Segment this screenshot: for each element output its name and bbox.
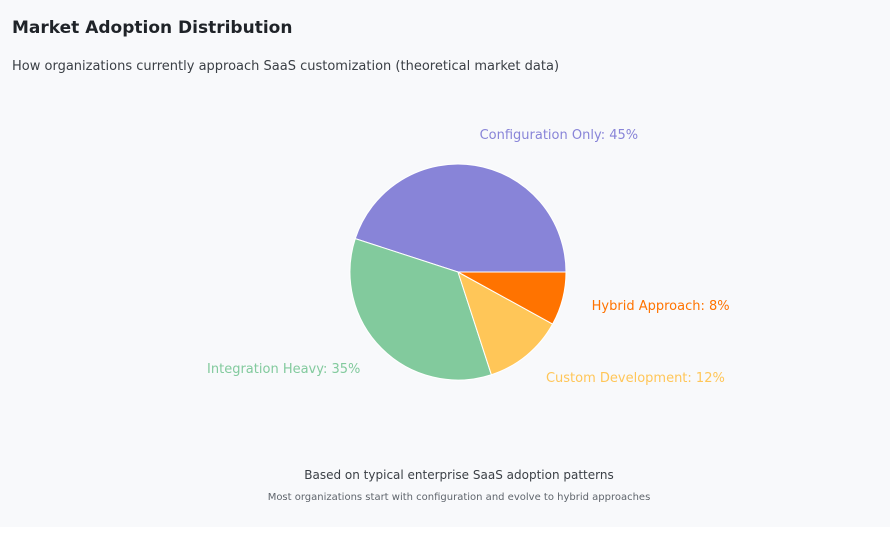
footer-note: Based on typical enterprise SaaS adoptio… xyxy=(304,468,614,482)
pie-slice-hybrid-approach[interactable] xyxy=(457,271,567,325)
pie-label-configuration-only: Configuration Only: 45% xyxy=(480,128,639,143)
pie-slice-custom-development[interactable] xyxy=(457,270,554,376)
pie-label-hybrid-approach: Hybrid Approach: 8% xyxy=(592,299,730,314)
chart-subtitle: How organizations currently approach Saa… xyxy=(12,59,560,74)
pie-slice-configuration-only[interactable] xyxy=(354,163,567,273)
pie-chart: Configuration Only: 45% Integration Heavy… xyxy=(207,128,730,386)
pie-label-integration-heavy: Integration Heavy: 35% xyxy=(207,362,360,377)
footer-subnote: Most organizations start with configurat… xyxy=(267,492,651,503)
pie-label-custom-development: Custom Development: 12% xyxy=(546,371,725,386)
chart-title: Market Adoption Distribution xyxy=(12,18,293,38)
pie-slice-integration-heavy[interactable] xyxy=(349,237,493,381)
